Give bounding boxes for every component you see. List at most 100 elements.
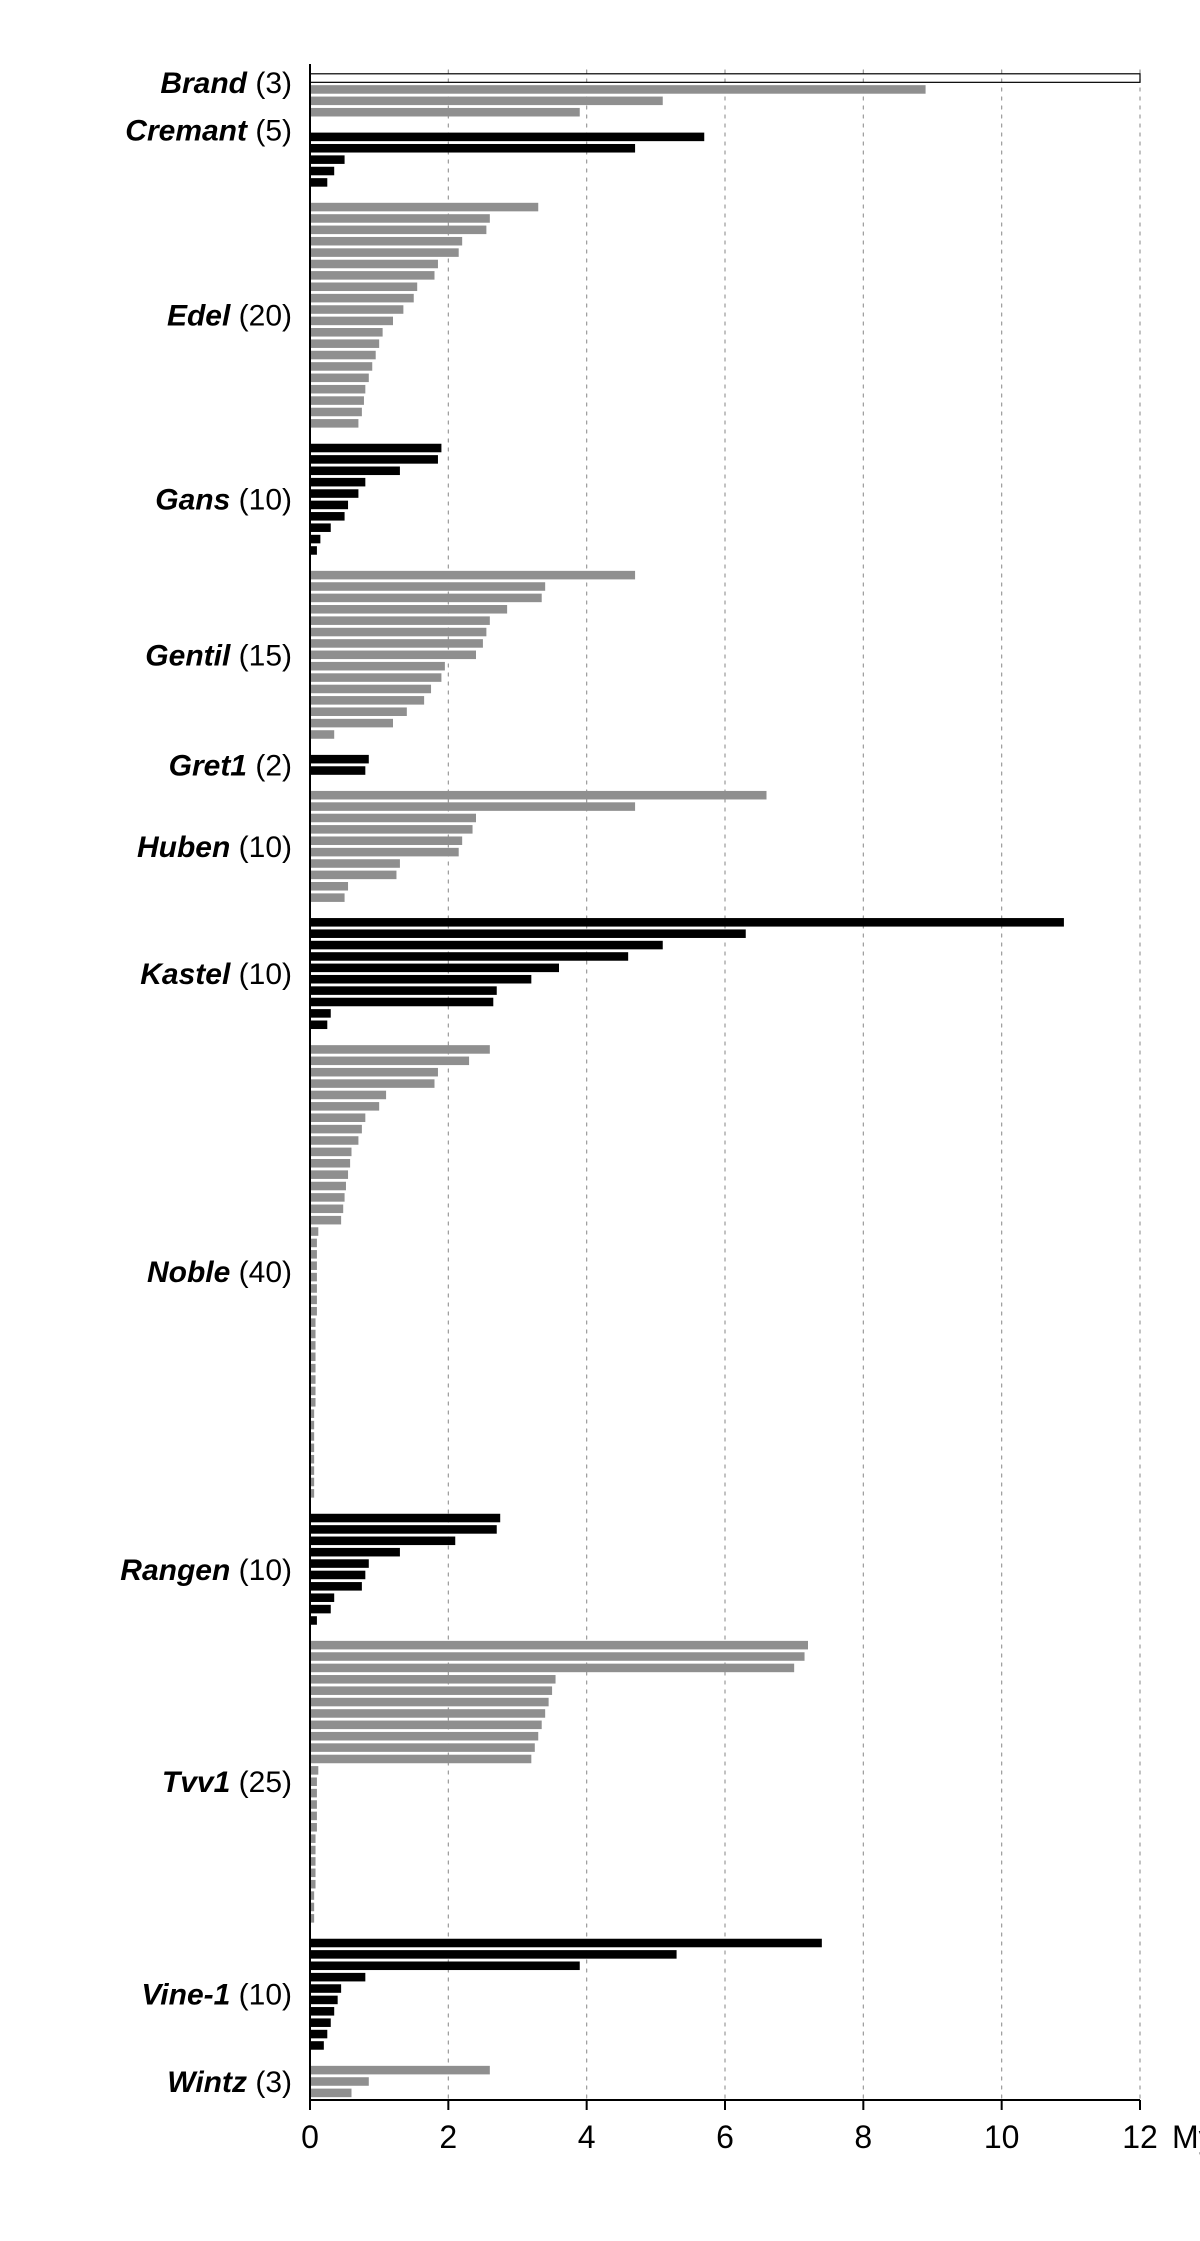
group-label-count: (10)	[230, 1979, 292, 2012]
bar	[310, 1616, 317, 1625]
group-label: Wintz (3)	[167, 2066, 292, 2099]
bar	[310, 1755, 531, 1764]
bar	[310, 964, 559, 973]
bar	[310, 825, 473, 834]
x-tick-label: 6	[716, 2119, 734, 2155]
bar	[310, 294, 414, 303]
bar	[310, 802, 635, 811]
bar	[310, 155, 345, 164]
group-label-name: Rangen	[120, 1554, 230, 1587]
group-label: Huben (10)	[137, 831, 292, 864]
group-label-count: (25)	[230, 1766, 292, 1799]
x-tick-label: 2	[439, 2119, 457, 2155]
bar	[310, 1605, 331, 1614]
bar	[310, 419, 358, 428]
bar	[310, 351, 376, 360]
group-label-name: Edel	[167, 300, 231, 333]
group-label-count: (10)	[230, 1554, 292, 1587]
group-label-name: Cremant	[125, 114, 249, 147]
bar	[310, 998, 493, 1007]
bar	[310, 1307, 317, 1316]
group-label: Edel (20)	[167, 300, 292, 333]
bar	[310, 1159, 350, 1168]
group-label-count: (10)	[230, 831, 292, 864]
bar	[310, 1020, 327, 1029]
bar	[310, 167, 334, 176]
bar	[310, 408, 362, 417]
x-axis-unit-label: My	[1172, 2119, 1200, 2155]
group-label-count: (3)	[247, 2066, 292, 2099]
bar	[310, 97, 663, 106]
group-label-name: Vine-1	[141, 1979, 230, 2012]
bar	[310, 791, 767, 800]
bar	[310, 1068, 438, 1077]
bar-chart: Brand (3)Cremant (5)Edel (20)Gans (10)Ge…	[0, 0, 1200, 2241]
group-label: Gans (10)	[155, 484, 292, 517]
bar	[310, 696, 424, 705]
bar	[310, 1216, 341, 1225]
bar	[310, 214, 490, 223]
bar	[310, 1514, 500, 1523]
bar	[310, 1284, 317, 1293]
bar	[310, 836, 462, 845]
bar	[310, 1812, 317, 1821]
bar	[310, 616, 490, 625]
bar	[310, 108, 580, 117]
bar	[310, 444, 441, 453]
bar	[310, 848, 459, 857]
bar	[310, 1250, 317, 1259]
bar	[310, 1148, 352, 1157]
bar	[310, 1582, 362, 1591]
group-label-count: (3)	[247, 67, 292, 100]
chart-page: { "chart": { "type": "bar-horizontal", "…	[0, 0, 1200, 2241]
bar	[310, 2077, 369, 2086]
bar	[310, 1721, 542, 1730]
x-tick-label: 8	[854, 2119, 872, 2155]
bar	[310, 639, 483, 648]
bar	[310, 1777, 317, 1786]
bar	[310, 2066, 490, 2075]
bar	[310, 2007, 334, 2016]
bar	[310, 1205, 343, 1214]
group-label: Gentil (15)	[145, 639, 292, 672]
group-label-name: Kastel	[140, 958, 231, 991]
bar	[310, 766, 365, 775]
x-tick-label: 0	[301, 2119, 319, 2155]
bar	[310, 1136, 358, 1145]
axes: 024681012My	[301, 64, 1200, 2155]
group-label-count: (15)	[230, 639, 292, 672]
bar	[310, 1652, 805, 1661]
bar	[310, 755, 369, 764]
bar	[310, 859, 400, 868]
group-label: Gret1 (2)	[169, 749, 292, 782]
bar	[310, 941, 663, 950]
bar	[310, 1962, 580, 1971]
bar	[310, 396, 364, 405]
bar	[310, 1102, 379, 1111]
bar	[310, 871, 396, 880]
bar	[310, 455, 438, 464]
bar	[310, 260, 438, 269]
bar	[310, 1261, 317, 1270]
bar	[310, 1193, 345, 1202]
bar	[310, 339, 379, 348]
bar	[310, 362, 372, 371]
gridlines	[448, 70, 1140, 2100]
bar	[310, 1009, 331, 1018]
bar	[310, 1113, 365, 1122]
group-label-name: Brand	[160, 67, 247, 100]
bar	[310, 571, 635, 580]
group-label-count: (40)	[230, 1256, 292, 1289]
bar	[310, 685, 431, 694]
bar	[310, 546, 317, 555]
bar	[310, 605, 507, 614]
bar	[310, 282, 417, 291]
group-label-count: (10)	[230, 958, 292, 991]
bar	[310, 1766, 318, 1775]
bar	[310, 1537, 455, 1546]
bar	[310, 2041, 324, 2050]
bar	[310, 1182, 346, 1191]
bar	[310, 975, 531, 984]
bar	[310, 133, 704, 142]
bar	[310, 328, 383, 337]
